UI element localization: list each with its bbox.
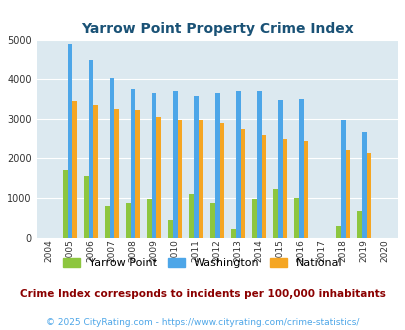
Bar	[151, 93, 156, 238]
Bar	[177, 120, 182, 238]
Bar	[72, 101, 77, 238]
Bar	[105, 206, 110, 238]
Bar	[261, 135, 266, 238]
Bar	[366, 153, 370, 238]
Bar	[210, 203, 214, 238]
Text: Crime Index corresponds to incidents per 100,000 inhabitants: Crime Index corresponds to incidents per…	[20, 289, 385, 299]
Bar	[114, 109, 119, 238]
Bar	[256, 91, 261, 238]
Bar	[340, 119, 345, 238]
Bar	[93, 105, 98, 238]
Title: Yarrow Point Property Crime Index: Yarrow Point Property Crime Index	[81, 22, 353, 36]
Bar	[198, 120, 202, 238]
Bar	[273, 189, 277, 238]
Bar	[110, 79, 114, 238]
Bar	[345, 150, 350, 238]
Bar	[219, 123, 224, 238]
Bar	[252, 199, 256, 238]
Bar	[68, 44, 72, 238]
Bar	[189, 194, 194, 238]
Bar	[214, 93, 219, 238]
Text: © 2025 CityRating.com - https://www.cityrating.com/crime-statistics/: © 2025 CityRating.com - https://www.city…	[46, 318, 359, 327]
Bar	[173, 91, 177, 238]
Bar	[130, 89, 135, 238]
Bar	[240, 129, 245, 238]
Bar	[231, 229, 235, 238]
Bar	[335, 226, 340, 238]
Bar	[356, 211, 361, 238]
Bar	[294, 198, 298, 238]
Bar	[63, 170, 68, 238]
Bar	[282, 139, 286, 238]
Bar	[84, 176, 89, 238]
Bar	[135, 111, 140, 238]
Bar	[89, 60, 93, 238]
Bar	[303, 141, 307, 238]
Bar	[298, 99, 303, 238]
Bar	[277, 100, 282, 238]
Bar	[361, 132, 366, 238]
Bar	[235, 91, 240, 238]
Bar	[126, 203, 130, 238]
Bar	[168, 220, 173, 238]
Bar	[156, 117, 161, 238]
Bar	[147, 199, 151, 238]
Bar	[194, 96, 198, 238]
Legend: Yarrow Point, Washington, National: Yarrow Point, Washington, National	[59, 253, 346, 273]
